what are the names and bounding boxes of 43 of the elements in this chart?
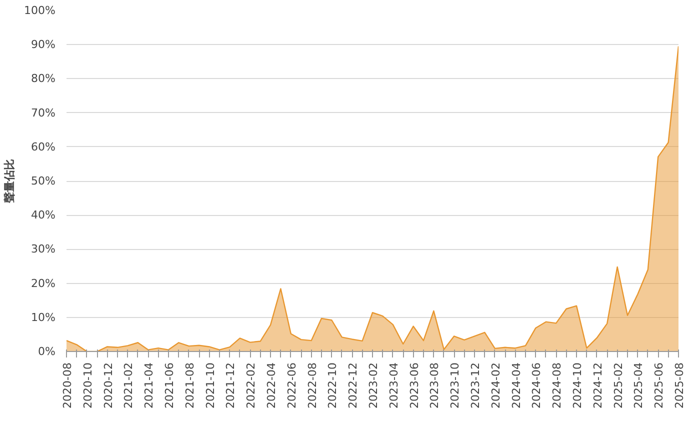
x-tick-label: 2020-10 <box>81 362 94 408</box>
x-tick-label: 2020-12 <box>102 362 115 408</box>
y-tick-label: 70% <box>31 106 56 120</box>
y-tick-label: 40% <box>31 208 56 222</box>
x-tick-label: 2022-12 <box>346 362 360 408</box>
y-tick-label: 100% <box>24 4 56 17</box>
x-tick-label: 2024-04 <box>510 362 523 408</box>
x-tick-label: 2020-08 <box>61 362 74 408</box>
y-axis-title: 聲量佔比 <box>3 159 16 204</box>
x-tick-label: 2023-02 <box>367 362 380 408</box>
x-tick-label: 2022-02 <box>244 362 258 408</box>
x-tick-label: 2023-08 <box>428 362 442 408</box>
y-tick-label: 60% <box>31 140 56 154</box>
y-tick-label: 50% <box>31 174 56 188</box>
y-tick-label: 30% <box>31 242 56 256</box>
x-tick-label: 2022-10 <box>326 362 340 408</box>
x-tick-label: 2023-06 <box>408 362 421 408</box>
x-tick-label: 2021-12 <box>224 362 238 408</box>
x-tick-label: 2024-10 <box>571 362 584 408</box>
x-tick-label: 2025-08 <box>673 362 686 408</box>
x-tick-label: 2022-08 <box>306 362 319 408</box>
x-tick-label: 2025-04 <box>632 362 646 408</box>
x-tick-label: 2023-10 <box>448 362 462 408</box>
y-tick-label: 90% <box>31 38 56 52</box>
x-tick-label: 2024-02 <box>489 362 502 408</box>
x-tick-label: 2023-12 <box>469 362 482 408</box>
x-tick-label: 2021-10 <box>204 362 217 408</box>
x-tick-label: 2025-02 <box>612 362 625 408</box>
x-tick-label: 2022-06 <box>285 362 298 408</box>
x-tick-label: 2021-04 <box>142 362 156 408</box>
y-tick-label: 0% <box>38 345 56 358</box>
x-tick-label: 2023-04 <box>387 362 400 408</box>
x-tick-label: 2024-12 <box>591 362 604 408</box>
x-tick-label: 2024-06 <box>530 362 544 408</box>
x-tick-label: 2025-06 <box>652 362 666 408</box>
x-tick-label: 2021-06 <box>163 362 176 408</box>
x-tick-label: 2024-08 <box>550 362 564 408</box>
y-tick-label: 20% <box>31 276 56 290</box>
x-tick-label: 2021-02 <box>122 362 136 408</box>
y-tick-label: 80% <box>31 72 56 86</box>
x-tick-label: 2022-04 <box>265 362 278 408</box>
x-tick-label: 2021-08 <box>183 362 196 408</box>
y-tick-label: 10% <box>31 310 56 324</box>
